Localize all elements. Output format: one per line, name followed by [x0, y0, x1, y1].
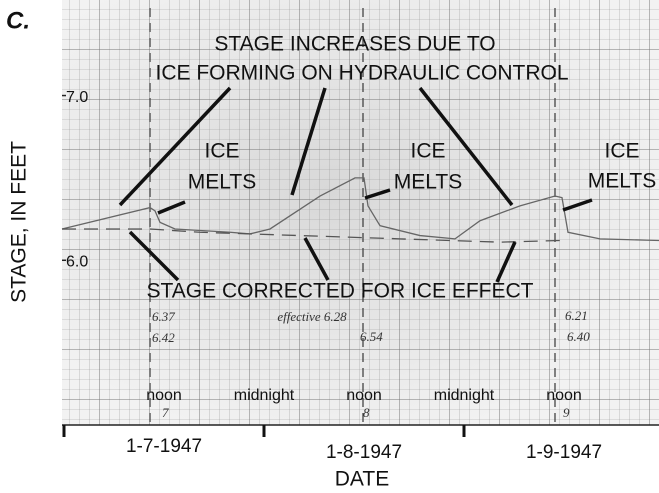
x-axis-label: DATE — [335, 468, 389, 491]
x-tick-label: 1-7-1947 — [126, 436, 202, 457]
handwritten-note: 6.37 — [152, 309, 175, 324]
annotation: STAGE CORRECTED FOR ICE EFFECT — [147, 280, 534, 303]
annotation: ICE — [604, 140, 639, 163]
x-tick-label: 1-8-1947 — [326, 442, 402, 463]
y-tick-label: 6.0 — [66, 253, 88, 270]
handwritten-note: 9 — [563, 405, 570, 420]
annotation: STAGE INCREASES DUE TO — [214, 33, 495, 56]
handwritten-note: 6.42 — [152, 330, 175, 345]
annotation: MELTS — [588, 170, 656, 193]
annotation: ICE FORMING ON HYDRAULIC CONTROL — [155, 62, 568, 85]
annotation: ICE — [410, 140, 445, 163]
handwritten-note: 6.21 — [565, 308, 588, 323]
time-label: noon — [146, 387, 182, 404]
annotation: MELTS — [188, 171, 256, 194]
handwritten-note: 8 — [363, 405, 370, 420]
panel-label: C. — [6, 7, 30, 34]
annotation: ICE — [204, 140, 239, 163]
chart: C. STAGE, IN FEET DATE 7.0 6.0 1-7-1947 1-8… — [0, 0, 659, 493]
time-label: noon — [546, 387, 582, 404]
handwritten-note: 7 — [162, 405, 169, 420]
x-tick-label: 1-9-1947 — [526, 442, 602, 463]
time-label: noon — [346, 387, 382, 404]
handwritten-note: 6.40 — [567, 329, 590, 344]
handwritten-note: 6.54 — [360, 329, 383, 344]
handwritten-note: effective 6.28 — [277, 309, 347, 324]
annotation: MELTS — [394, 171, 462, 194]
y-tick-label: 7.0 — [66, 89, 88, 106]
time-label: midnight — [234, 387, 295, 404]
time-label: midnight — [434, 387, 495, 404]
y-axis-label: STAGE, IN FEET — [8, 141, 31, 303]
